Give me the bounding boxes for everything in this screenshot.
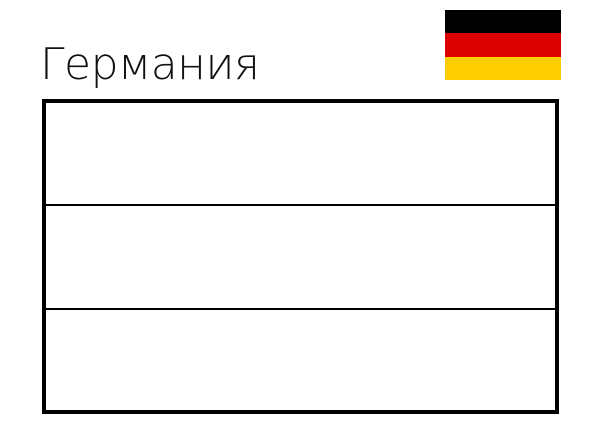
flag-stripe-red [445, 33, 561, 57]
outline-stripe-top [46, 103, 555, 207]
germany-flag-icon [445, 10, 561, 80]
flag-stripe-black [445, 10, 561, 34]
flag-stripe-gold [445, 56, 561, 80]
outline-stripe-bottom [46, 310, 555, 411]
page-title: Германия [40, 39, 260, 90]
flag-coloring-outline [42, 99, 559, 414]
outline-stripe-middle [46, 206, 555, 310]
